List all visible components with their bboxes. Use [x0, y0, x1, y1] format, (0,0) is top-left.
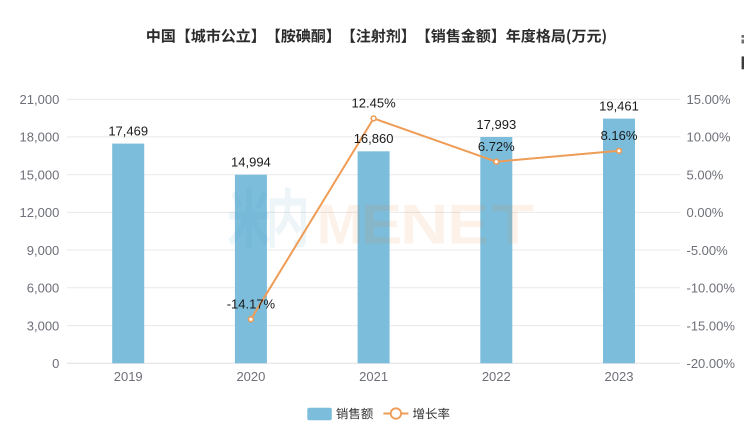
svg-text:12.45%: 12.45%: [352, 96, 397, 111]
svg-text:-10.00%: -10.00%: [687, 281, 736, 296]
svg-text:2021: 2021: [359, 369, 388, 384]
svg-text:15,000: 15,000: [20, 167, 60, 182]
svg-text:10.00%: 10.00%: [687, 130, 732, 145]
svg-text:0.00%: 0.00%: [687, 205, 724, 220]
svg-text:21,000: 21,000: [20, 92, 60, 107]
svg-text:17,469: 17,469: [108, 124, 148, 139]
svg-text:18,000: 18,000: [20, 130, 60, 145]
svg-text:9,000: 9,000: [27, 243, 60, 258]
svg-text:6,000: 6,000: [27, 281, 60, 296]
svg-text:-5.00%: -5.00%: [687, 243, 729, 258]
svg-text:19,461: 19,461: [599, 99, 639, 114]
svg-text:2023: 2023: [605, 369, 634, 384]
svg-text:2022: 2022: [482, 369, 511, 384]
svg-text:3,000: 3,000: [27, 318, 60, 333]
svg-text:16,860: 16,860: [354, 131, 394, 146]
svg-text:-14.17%: -14.17%: [227, 297, 276, 312]
svg-text:12,000: 12,000: [20, 205, 60, 220]
svg-text:0: 0: [52, 356, 59, 371]
svg-text:5.00%: 5.00%: [687, 167, 724, 182]
svg-text:14,994: 14,994: [231, 155, 271, 170]
svg-text:15.00%: 15.00%: [687, 92, 732, 107]
svg-text:-20.00%: -20.00%: [687, 356, 736, 371]
svg-text:2019: 2019: [114, 369, 143, 384]
svg-text:-15.00%: -15.00%: [687, 318, 736, 333]
svg-text:2020: 2020: [236, 369, 265, 384]
svg-text:17,993: 17,993: [476, 117, 516, 132]
svg-text:8.16%: 8.16%: [601, 128, 638, 143]
svg-text:6.72%: 6.72%: [478, 139, 515, 154]
